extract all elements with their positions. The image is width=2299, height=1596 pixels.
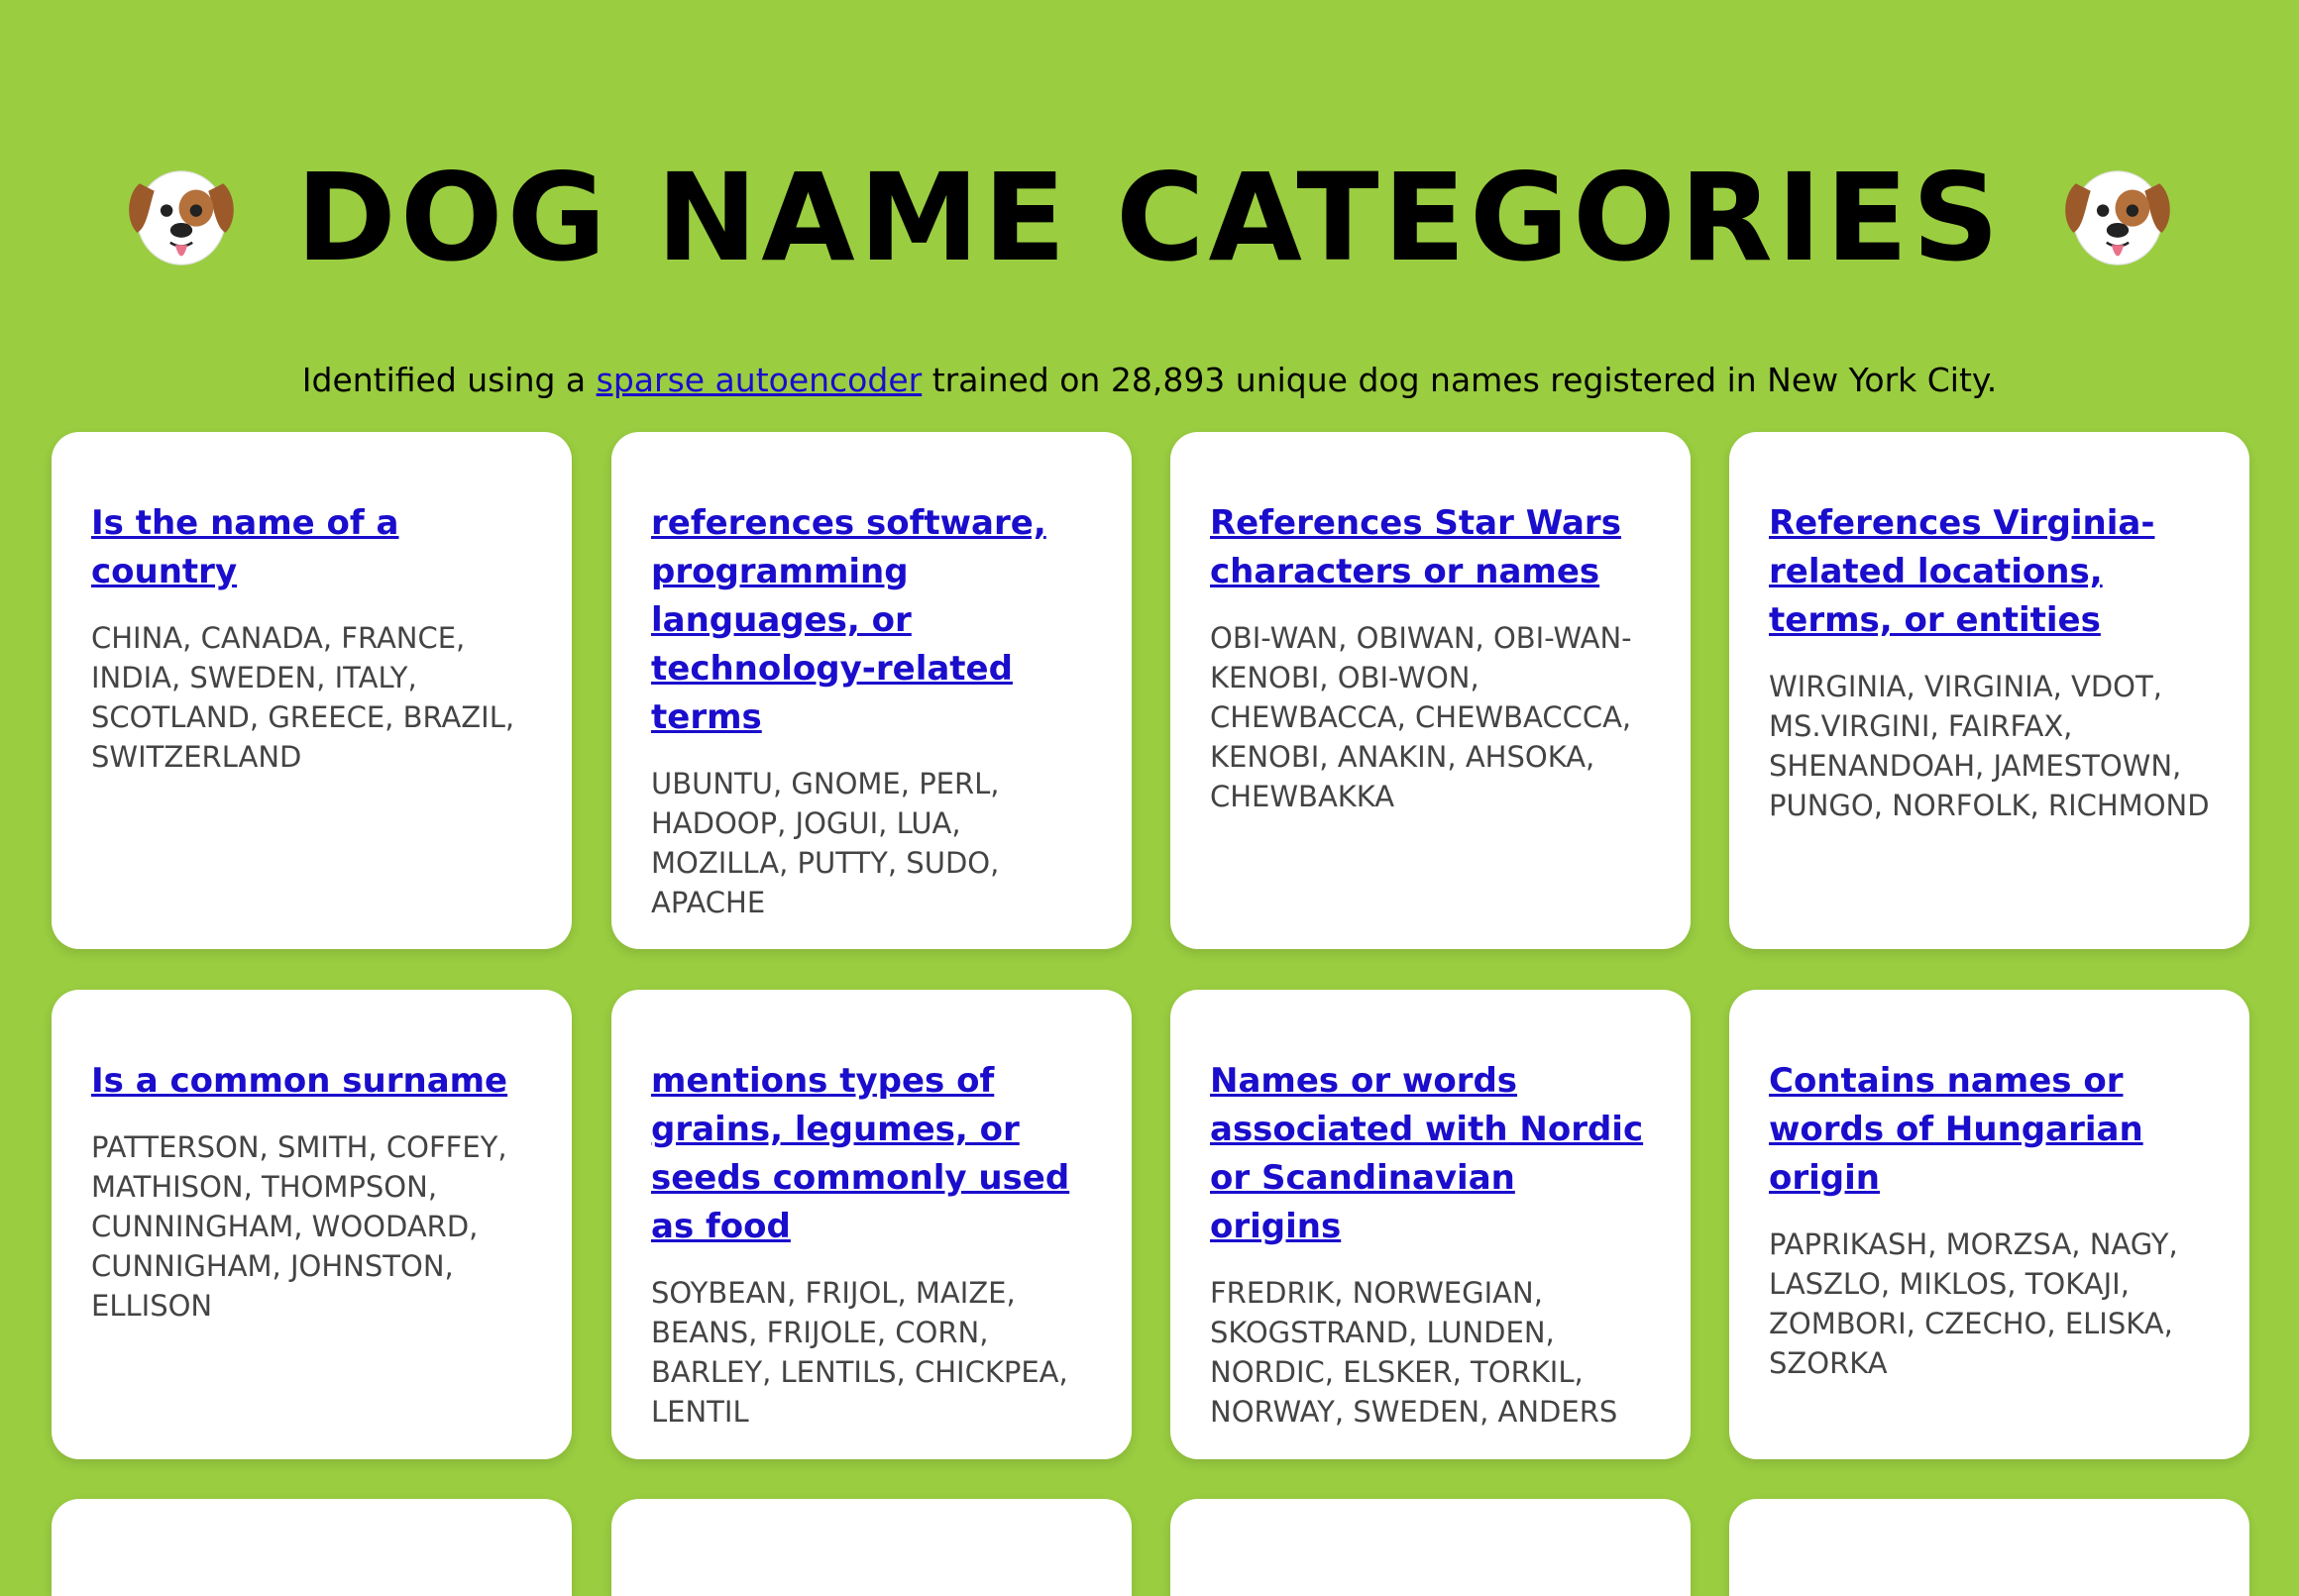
page-subtitle: Identified using a sparse autoencoder tr… bbox=[0, 357, 2299, 404]
category-title-link[interactable]: References Virginia-related locations, t… bbox=[1769, 503, 2155, 640]
category-card: Is a common surname PATTERSON, SMITH, CO… bbox=[52, 990, 572, 1459]
dog-face-icon bbox=[2056, 157, 2179, 279]
category-card bbox=[611, 1499, 1132, 1596]
category-title-link[interactable]: Names or words associated with Nordic or… bbox=[1210, 1061, 1644, 1246]
category-card: references software, programming languag… bbox=[611, 432, 1132, 949]
category-names: PATTERSON, SMITH, COFFEY, MATHISON, THOM… bbox=[91, 1130, 507, 1323]
subtitle-text-after: trained on 28,893 unique dog names regis… bbox=[922, 361, 1998, 399]
sparse-autoencoder-link[interactable]: sparse autoencoder bbox=[596, 361, 923, 399]
category-names: PAPRIKASH, MORZSA, NAGY, LASZLO, MIKLOS,… bbox=[1769, 1227, 2178, 1380]
category-card: References Virginia-related locations, t… bbox=[1729, 432, 2249, 949]
category-title-link[interactable]: Is the name of a country bbox=[91, 503, 399, 591]
category-card bbox=[1729, 1499, 2249, 1596]
category-names: WIRGINIA, VIRGINIA, VDOT, MS.VIRGINI, FA… bbox=[1769, 670, 2210, 822]
category-names: UBUNTU, GNOME, PERL, HADOOP, JOGUI, LUA,… bbox=[651, 767, 1000, 919]
category-names: OBI-WAN, OBIWAN, OBI-WAN-KENOBI, OBI-WON… bbox=[1210, 621, 1632, 813]
dog-face-icon bbox=[120, 157, 243, 279]
category-card: Names or words associated with Nordic or… bbox=[1170, 990, 1691, 1459]
category-card bbox=[1170, 1499, 1691, 1596]
category-title-link[interactable]: Contains names or words of Hungarian ori… bbox=[1769, 1061, 2143, 1198]
category-names: FREDRIK, NORWEGIAN, SKOGSTRAND, LUNDEN, … bbox=[1210, 1276, 1618, 1429]
category-title-link[interactable]: mentions types of grains, legumes, or se… bbox=[651, 1061, 1070, 1246]
subtitle-text-before: Identified using a bbox=[301, 361, 597, 399]
category-title-link[interactable]: references software, programming languag… bbox=[651, 503, 1046, 737]
category-names: SOYBEAN, FRIJOL, MAIZE, BEANS, FRIJOLE, … bbox=[651, 1276, 1068, 1429]
category-title-link[interactable]: Is a common surname bbox=[91, 1061, 508, 1101]
category-card: References Star Wars characters or names… bbox=[1170, 432, 1691, 949]
category-card bbox=[52, 1499, 572, 1596]
category-title-link[interactable]: References Star Wars characters or names bbox=[1210, 503, 1621, 591]
category-card: Is the name of a country CHINA, CANADA, … bbox=[52, 432, 572, 949]
page-title-row: DOG NAME CATEGORIES bbox=[0, 149, 2299, 287]
category-card: mentions types of grains, legumes, or se… bbox=[611, 990, 1132, 1459]
category-names: CHINA, CANADA, FRANCE, INDIA, SWEDEN, IT… bbox=[91, 621, 515, 774]
page-title: DOG NAME CATEGORIES bbox=[295, 148, 2004, 288]
category-card: Contains names or words of Hungarian ori… bbox=[1729, 990, 2249, 1459]
